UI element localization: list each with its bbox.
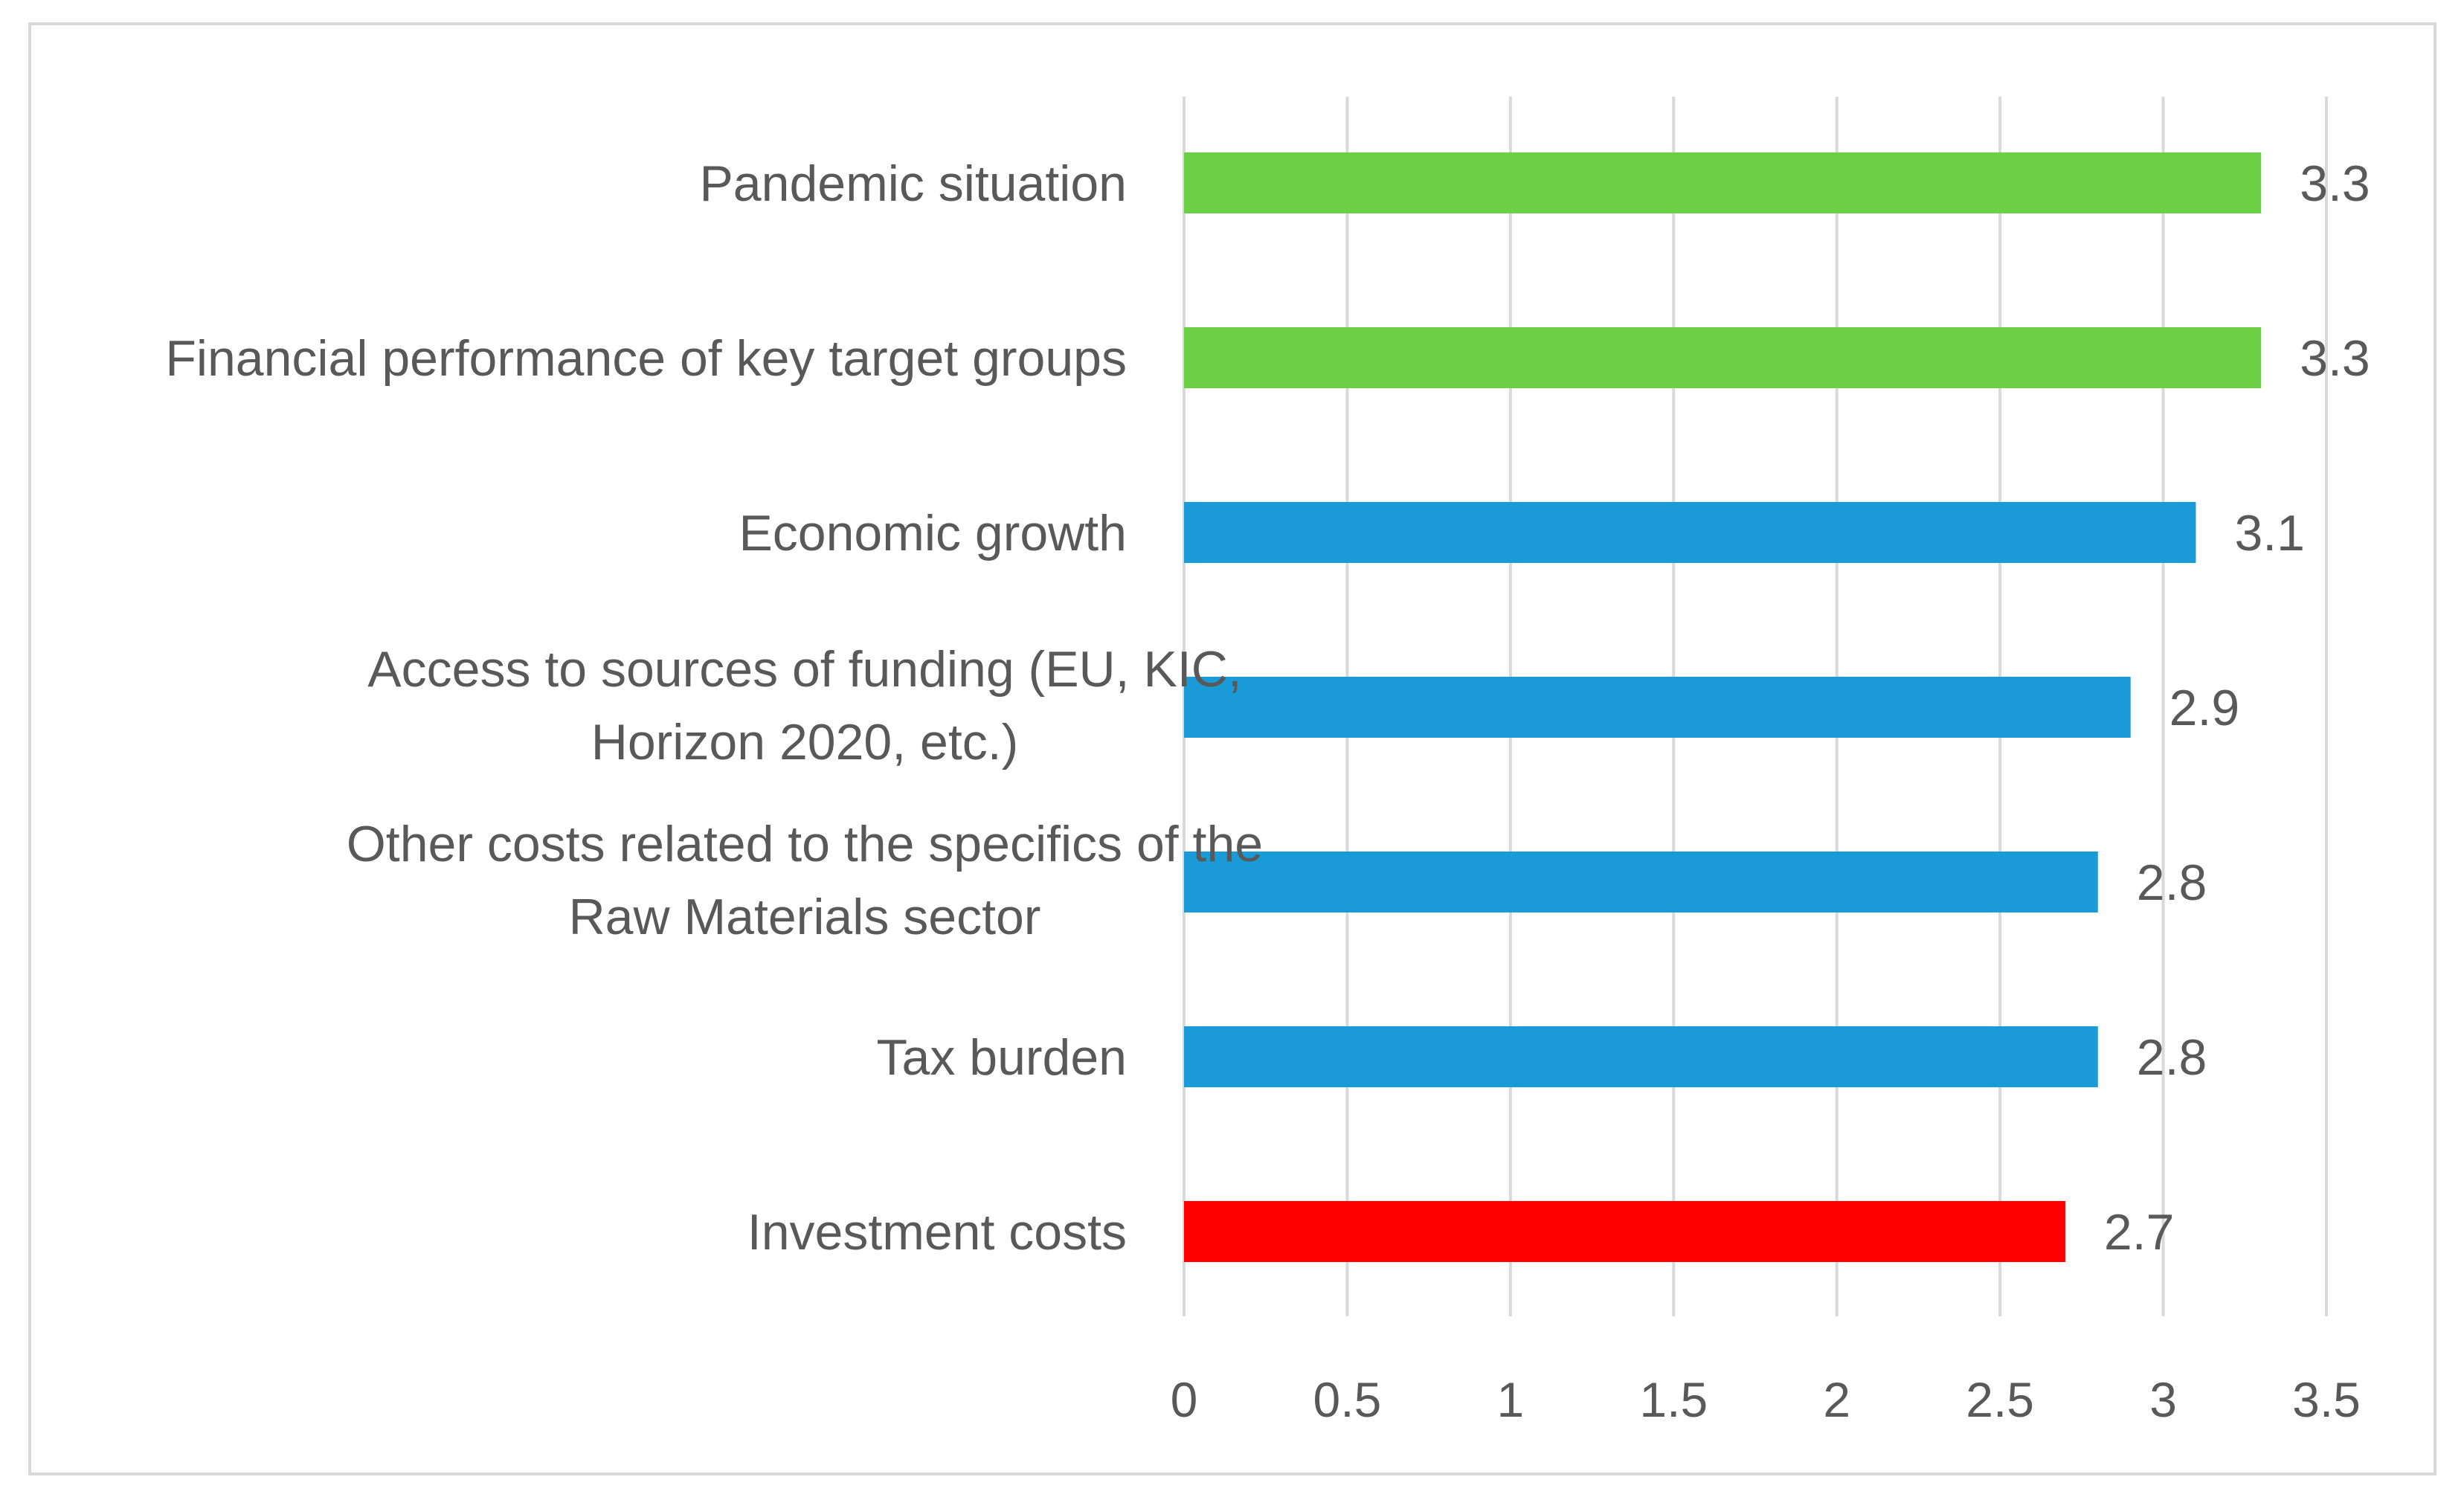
x-tick-label: 3.5 [2292, 1372, 2361, 1427]
category-label-line: Raw Materials sector [569, 889, 1041, 945]
category-label-line: Other costs related to the specifics of … [347, 816, 1263, 872]
category-label: Access to sources of funding (EU, KIC, Ho… [367, 641, 1241, 770]
x-tick-label: 1 [1496, 1372, 1524, 1427]
category-label: Investment costs [747, 1204, 1127, 1261]
data-label: 3.1 [2234, 505, 2305, 561]
bar [1184, 1026, 2098, 1087]
x-tick-label: 2 [1823, 1372, 1850, 1427]
x-axis-ticks: 0 0.5 1 1.5 2 2.5 3 3.5 [1171, 1372, 2361, 1427]
data-label: 2.8 [2137, 1029, 2207, 1086]
x-tick-label: 0.5 [1313, 1372, 1382, 1427]
category-label: Tax burden [877, 1029, 1127, 1086]
data-label: 3.3 [2300, 155, 2370, 212]
x-tick-label: 0 [1171, 1372, 1198, 1427]
category-labels: Pandemic situation Financial performance … [165, 155, 1263, 1261]
category-label-line: Horizon 2020, etc.) [591, 714, 1019, 770]
bar [1184, 852, 2098, 912]
bar [1184, 327, 2262, 388]
category-label: Economic growth [739, 505, 1127, 561]
data-label: 2.8 [2137, 854, 2207, 911]
data-label: 2.9 [2169, 680, 2240, 736]
bar [1184, 502, 2196, 563]
x-tick-label: 1.5 [1639, 1372, 1708, 1427]
x-tick-label: 2.5 [1966, 1372, 2034, 1427]
category-label: Pandemic situation [699, 155, 1127, 212]
bar [1184, 1201, 2065, 1262]
category-label: Other costs related to the specifics of … [347, 816, 1263, 945]
data-label: 3.3 [2300, 330, 2370, 387]
category-label: Financial performance of key target grou… [165, 330, 1127, 387]
data-label: 2.7 [2104, 1204, 2175, 1261]
value-labels: 3.3 3.3 3.1 2.9 2.8 2.8 2.7 [2104, 155, 2370, 1261]
bar [1184, 677, 2131, 738]
category-label-line: Access to sources of funding (EU, KIC, [367, 641, 1241, 698]
x-tick-label: 3 [2149, 1372, 2177, 1427]
bars [1184, 152, 2262, 1262]
bar [1184, 152, 2262, 213]
